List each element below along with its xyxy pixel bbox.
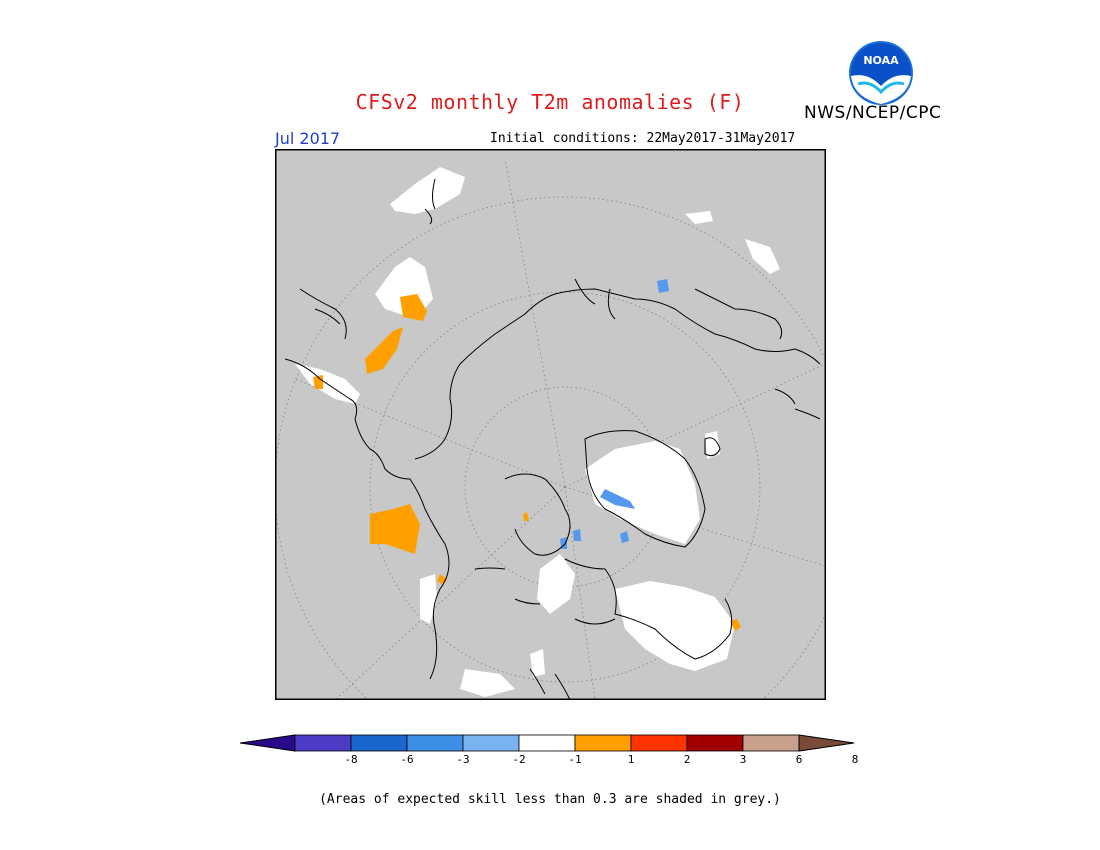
colorbar-swatch (742, 734, 800, 752)
colorbar-swatch (462, 734, 520, 752)
anomaly-map (275, 149, 826, 700)
skill-land-areas (295, 167, 780, 697)
colorbar-swatch (574, 734, 632, 752)
footnote: (Areas of expected skill less than 0.3 a… (319, 792, 781, 807)
colorbar-tick-label: -1 (568, 753, 581, 766)
initial-conditions: Initial conditions: 22May2017-31May2017 (490, 131, 796, 146)
logo-text: NOAA (863, 54, 899, 67)
colorbar-tick-label: -3 (456, 753, 469, 766)
colorbar-swatch (294, 734, 352, 752)
colorbar-swatch (406, 734, 464, 752)
colorbar-arrow-min (240, 734, 296, 752)
agency-label: NWS/NCEP/CPC (804, 103, 942, 123)
coastlines (284, 178, 821, 700)
colorbar-tick-label: -2 (512, 753, 525, 766)
forecast-period: Jul 2017 (275, 129, 341, 148)
chart-title: CFSv2 monthly T2m anomalies (F) (355, 90, 745, 114)
cold-anomaly-areas (560, 279, 669, 549)
noaa-logo-icon: NOAA (849, 41, 913, 105)
map-background (275, 149, 826, 700)
colorbar-swatch (350, 734, 408, 752)
colorbar-tick-label: -6 (400, 753, 413, 766)
colorbar-swatch (518, 734, 576, 752)
colorbar-tick-label: 3 (740, 753, 747, 766)
colorbar-tick-label: 6 (796, 753, 803, 766)
colorbar-swatch (630, 734, 688, 752)
colorbar-arrow-max (798, 734, 855, 752)
map-frame (275, 149, 826, 700)
colorbar-tick-label: 2 (684, 753, 691, 766)
colorbar: -8 -6 -3 -2 -1 1 2 3 6 8 (240, 734, 859, 766)
warm-anomaly-areas (313, 294, 741, 631)
colorbar-tick-label: -8 (344, 753, 357, 766)
colorbar-tick-label: 1 (628, 753, 635, 766)
colorbar-swatch (686, 734, 744, 752)
colorbar-tick-label: 8 (852, 753, 859, 766)
